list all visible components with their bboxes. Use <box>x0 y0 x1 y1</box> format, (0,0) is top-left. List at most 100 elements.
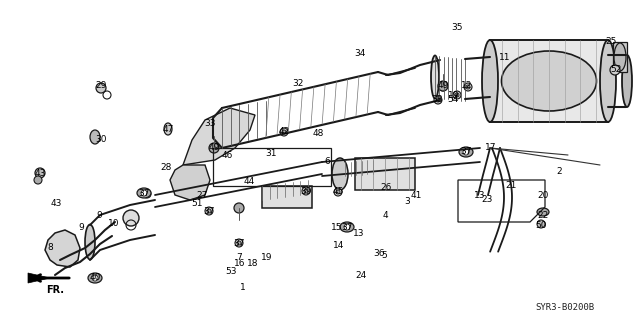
Circle shape <box>462 148 470 156</box>
Text: 36: 36 <box>373 250 385 259</box>
Text: 19: 19 <box>448 92 460 100</box>
Text: 37: 37 <box>138 188 150 197</box>
Circle shape <box>207 209 211 213</box>
Text: 29: 29 <box>96 82 106 91</box>
Text: 48: 48 <box>312 130 324 139</box>
Text: 18: 18 <box>247 260 259 268</box>
Text: 2: 2 <box>556 166 562 175</box>
Text: 37: 37 <box>203 206 215 215</box>
Bar <box>213 148 331 186</box>
Circle shape <box>209 143 219 153</box>
Circle shape <box>453 91 461 99</box>
Circle shape <box>463 149 469 155</box>
Text: 11: 11 <box>499 52 511 61</box>
Ellipse shape <box>614 43 626 71</box>
Bar <box>613 42 627 72</box>
Circle shape <box>344 224 350 230</box>
Text: 12: 12 <box>461 82 473 91</box>
Text: 25: 25 <box>605 37 617 46</box>
Circle shape <box>436 98 440 102</box>
Text: 10: 10 <box>108 220 120 228</box>
Text: 5: 5 <box>381 252 387 260</box>
Text: 17: 17 <box>485 143 497 153</box>
Text: 26: 26 <box>380 183 392 193</box>
Circle shape <box>455 93 459 97</box>
Bar <box>490 40 608 122</box>
Text: 35: 35 <box>451 23 462 33</box>
Circle shape <box>334 188 342 196</box>
Circle shape <box>92 275 98 281</box>
Text: 51: 51 <box>191 198 203 207</box>
Circle shape <box>96 83 106 93</box>
Text: 49: 49 <box>208 143 220 153</box>
Circle shape <box>439 83 447 91</box>
Circle shape <box>143 190 151 198</box>
Circle shape <box>438 81 448 91</box>
Circle shape <box>610 65 620 75</box>
Ellipse shape <box>600 40 616 122</box>
Text: 22: 22 <box>538 211 548 220</box>
Text: 1: 1 <box>240 284 246 292</box>
Text: SYR3-B0200B: SYR3-B0200B <box>536 303 594 313</box>
Ellipse shape <box>431 55 439 99</box>
Circle shape <box>464 83 472 91</box>
Text: 38: 38 <box>431 95 443 105</box>
Text: 50: 50 <box>535 221 547 230</box>
Circle shape <box>145 192 149 196</box>
Text: 40: 40 <box>89 274 101 283</box>
Circle shape <box>35 168 45 178</box>
Text: 37: 37 <box>461 148 472 156</box>
Text: 43: 43 <box>34 169 46 178</box>
Ellipse shape <box>90 130 100 144</box>
Text: 28: 28 <box>161 164 172 172</box>
Circle shape <box>466 85 470 89</box>
Text: 41: 41 <box>410 191 422 201</box>
Text: 14: 14 <box>333 241 345 250</box>
Text: 46: 46 <box>221 150 233 159</box>
Text: FR.: FR. <box>46 285 64 295</box>
Text: 13: 13 <box>354 228 365 237</box>
Ellipse shape <box>137 188 151 198</box>
Text: 24: 24 <box>355 271 367 281</box>
Text: 32: 32 <box>292 79 304 89</box>
Text: 53: 53 <box>225 267 237 276</box>
Text: 54: 54 <box>447 95 459 105</box>
Ellipse shape <box>340 222 354 232</box>
Text: 19: 19 <box>261 253 273 262</box>
Text: 15: 15 <box>331 223 343 233</box>
Text: 52: 52 <box>610 66 622 75</box>
Text: 16: 16 <box>234 260 246 268</box>
Circle shape <box>237 241 241 245</box>
Ellipse shape <box>85 225 95 260</box>
Ellipse shape <box>482 40 498 122</box>
Text: 37: 37 <box>341 222 353 231</box>
Text: 43: 43 <box>50 199 62 209</box>
Circle shape <box>345 225 349 229</box>
Ellipse shape <box>332 158 348 190</box>
Circle shape <box>123 210 139 226</box>
Text: 23: 23 <box>482 196 492 204</box>
Ellipse shape <box>88 273 102 283</box>
Circle shape <box>235 239 243 247</box>
Text: 13: 13 <box>475 191 486 201</box>
Text: 6: 6 <box>324 157 330 166</box>
Text: 47: 47 <box>162 124 174 133</box>
Circle shape <box>336 190 340 194</box>
Text: 9: 9 <box>96 212 102 220</box>
Polygon shape <box>170 165 210 200</box>
Polygon shape <box>183 108 255 165</box>
Circle shape <box>280 128 288 136</box>
Ellipse shape <box>537 208 549 216</box>
Text: 42: 42 <box>278 127 290 137</box>
Bar <box>355 158 415 190</box>
Circle shape <box>464 150 468 154</box>
Ellipse shape <box>501 51 596 111</box>
Text: 34: 34 <box>354 49 366 58</box>
Text: 21: 21 <box>505 181 517 190</box>
Text: 7: 7 <box>236 253 242 262</box>
Ellipse shape <box>164 123 172 135</box>
Circle shape <box>343 223 351 231</box>
Text: 8: 8 <box>47 243 53 252</box>
Circle shape <box>441 85 445 89</box>
Text: 49: 49 <box>438 82 448 91</box>
